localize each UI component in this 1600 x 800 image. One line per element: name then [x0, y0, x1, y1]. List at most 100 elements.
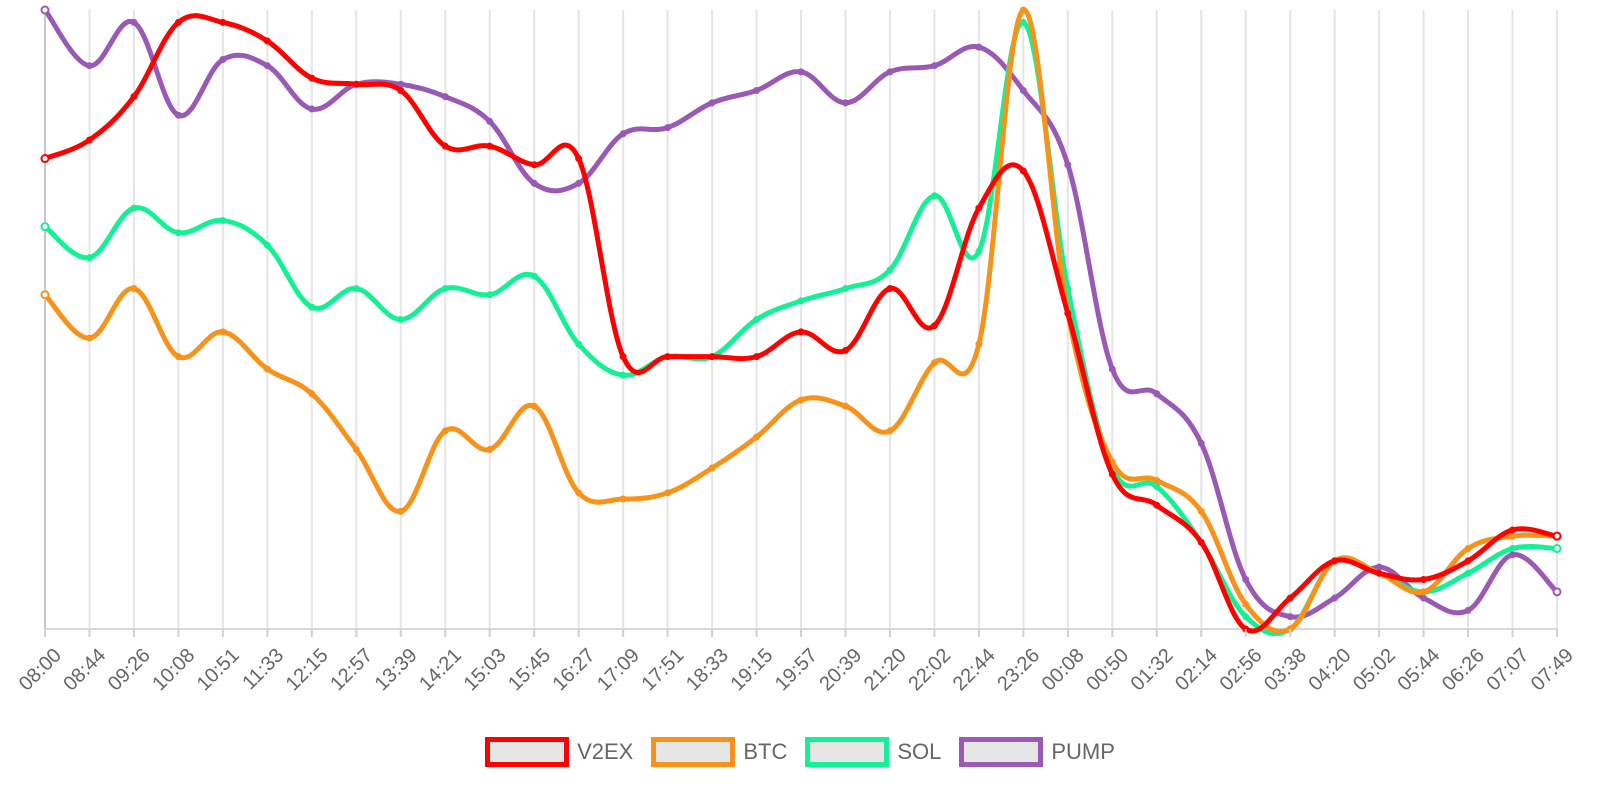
data-point-v2ex[interactable] [397, 86, 405, 94]
data-point-pump[interactable] [1153, 390, 1161, 398]
data-point-pump[interactable] [1420, 594, 1428, 602]
data-point-v2ex[interactable] [797, 328, 805, 336]
data-point-pump[interactable] [1108, 365, 1116, 373]
data-point-pump[interactable] [708, 99, 716, 107]
data-point-btc[interactable] [797, 396, 805, 404]
data-point-btc[interactable] [85, 334, 93, 342]
data-point-btc[interactable] [1153, 476, 1161, 484]
data-point-sol[interactable] [219, 216, 227, 224]
data-point-btc[interactable] [664, 489, 672, 497]
data-point-btc[interactable] [1464, 545, 1472, 553]
data-point-sol[interactable] [841, 285, 849, 293]
legend-item-pump[interactable]: PUMP [959, 737, 1115, 767]
data-point-pump[interactable] [263, 62, 271, 70]
data-point-pump[interactable] [219, 56, 227, 64]
data-point-pump[interactable] [975, 43, 983, 51]
data-point-btc[interactable] [397, 507, 405, 515]
data-point-sol[interactable] [174, 229, 182, 237]
data-point-pump[interactable] [1375, 563, 1383, 571]
data-point-pump[interactable] [308, 105, 316, 113]
data-point-btc[interactable] [753, 433, 761, 441]
data-point-pump[interactable] [575, 179, 583, 187]
data-point-v2ex[interactable] [575, 155, 583, 163]
data-point-v2ex[interactable] [1019, 167, 1027, 175]
data-point-btc[interactable] [441, 427, 449, 435]
data-point-v2ex[interactable] [1464, 557, 1472, 565]
data-point-btc[interactable] [708, 464, 716, 472]
data-point-pump[interactable] [486, 117, 494, 125]
data-point-btc[interactable] [575, 489, 583, 497]
data-point-pump[interactable] [397, 80, 405, 88]
data-point-v2ex[interactable] [1552, 531, 1562, 541]
data-point-sol[interactable] [575, 340, 583, 348]
data-point-v2ex[interactable] [1375, 569, 1383, 577]
data-point-btc[interactable] [1197, 507, 1205, 515]
data-point-v2ex[interactable] [174, 18, 182, 26]
data-point-sol[interactable] [397, 316, 405, 323]
data-point-pump[interactable] [797, 68, 805, 76]
data-point-v2ex[interactable] [1153, 501, 1161, 509]
data-point-v2ex[interactable] [441, 142, 449, 150]
data-point-btc[interactable] [40, 290, 50, 300]
data-point-pump[interactable] [619, 130, 627, 138]
data-point-btc[interactable] [1019, 6, 1027, 14]
data-point-pump[interactable] [1509, 551, 1517, 559]
legend-item-v2ex[interactable]: V2EX [485, 737, 633, 767]
data-point-v2ex[interactable] [308, 74, 316, 82]
data-point-pump[interactable] [886, 68, 894, 76]
data-point-btc[interactable] [486, 445, 494, 453]
data-point-sol[interactable] [263, 241, 271, 249]
data-point-v2ex[interactable] [1197, 538, 1205, 546]
data-point-pump[interactable] [841, 99, 849, 107]
data-point-pump[interactable] [130, 18, 138, 26]
data-point-v2ex[interactable] [486, 142, 494, 150]
data-point-btc[interactable] [308, 390, 316, 398]
data-point-sol[interactable] [1509, 545, 1517, 553]
data-point-btc[interactable] [130, 285, 138, 293]
data-point-sol[interactable] [1242, 613, 1250, 621]
data-point-pump[interactable] [174, 111, 182, 119]
data-point-btc[interactable] [263, 365, 271, 373]
data-point-v2ex[interactable] [1286, 594, 1294, 602]
data-point-v2ex[interactable] [85, 136, 93, 144]
data-point-btc[interactable] [219, 328, 227, 336]
data-point-v2ex[interactable] [1509, 526, 1517, 534]
legend-item-sol[interactable]: SOL [805, 737, 941, 767]
data-point-v2ex[interactable] [530, 161, 538, 169]
data-point-sol[interactable] [308, 303, 316, 311]
data-point-pump[interactable] [85, 62, 93, 70]
data-point-sol[interactable] [1552, 544, 1562, 554]
data-point-pump[interactable] [530, 179, 538, 187]
data-point-btc[interactable] [1509, 532, 1517, 540]
data-point-v2ex[interactable] [219, 18, 227, 26]
data-point-btc[interactable] [530, 402, 538, 410]
data-point-btc[interactable] [975, 340, 983, 348]
data-point-sol[interactable] [441, 285, 449, 293]
data-point-pump[interactable] [1197, 439, 1205, 447]
data-point-sol[interactable] [1153, 483, 1161, 491]
data-point-btc[interactable] [619, 495, 627, 503]
legend-item-btc[interactable]: BTC [651, 737, 787, 767]
data-point-pump[interactable] [930, 62, 938, 70]
data-point-sol[interactable] [486, 291, 494, 299]
data-point-v2ex[interactable] [1420, 575, 1428, 583]
data-point-v2ex[interactable] [1064, 309, 1072, 317]
data-point-sol[interactable] [753, 316, 761, 323]
data-point-btc[interactable] [1420, 588, 1428, 596]
data-point-v2ex[interactable] [263, 37, 271, 45]
data-point-v2ex[interactable] [708, 353, 716, 361]
data-point-pump[interactable] [753, 86, 761, 94]
data-point-v2ex[interactable] [1331, 557, 1339, 565]
data-point-pump[interactable] [40, 5, 50, 15]
data-point-pump[interactable] [1019, 86, 1027, 94]
data-point-v2ex[interactable] [619, 353, 627, 361]
data-point-sol[interactable] [1464, 569, 1472, 577]
data-point-btc[interactable] [174, 353, 182, 361]
data-point-v2ex[interactable] [930, 322, 938, 330]
data-point-sol[interactable] [1019, 18, 1027, 26]
data-point-btc[interactable] [841, 402, 849, 410]
data-point-v2ex[interactable] [841, 346, 849, 354]
data-point-sol[interactable] [619, 371, 627, 379]
data-point-sol[interactable] [530, 272, 538, 280]
data-point-pump[interactable] [441, 93, 449, 101]
